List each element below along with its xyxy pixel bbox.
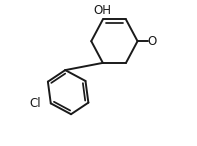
Text: Cl: Cl	[30, 97, 41, 110]
Text: OH: OH	[94, 4, 112, 17]
Text: O: O	[147, 35, 157, 48]
